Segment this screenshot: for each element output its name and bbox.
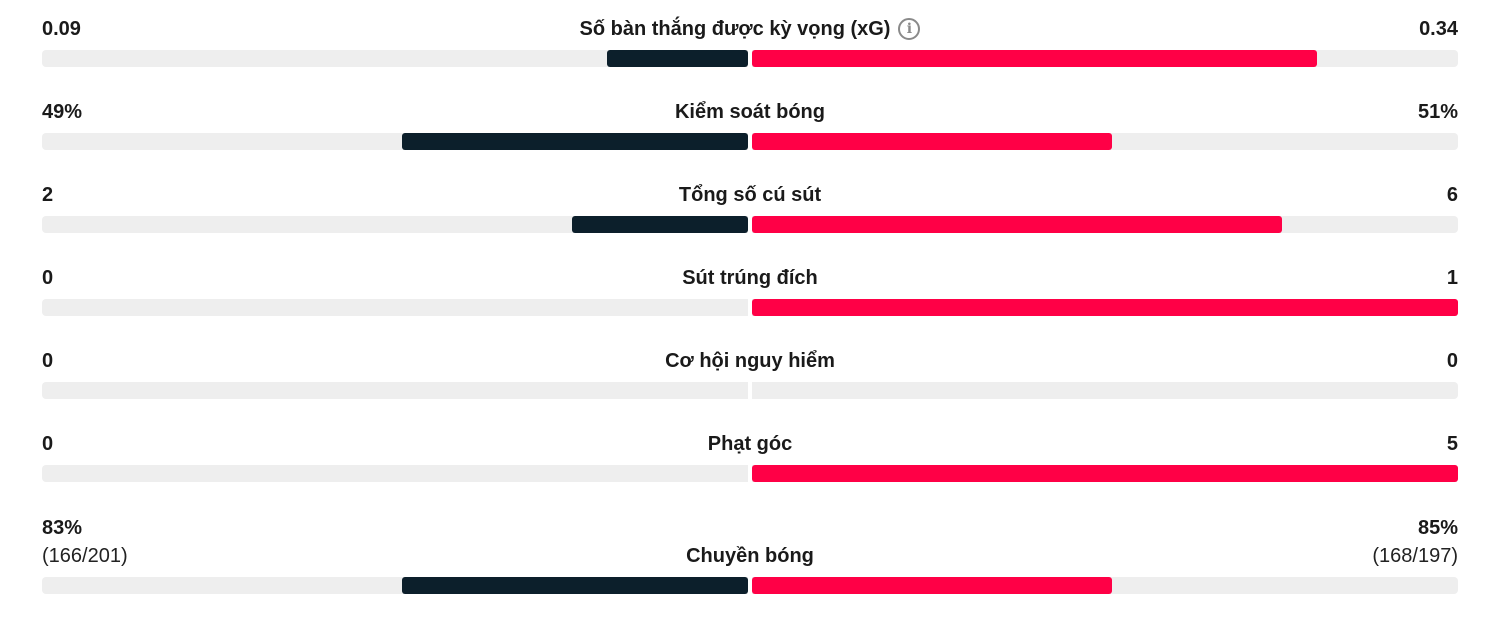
away-bar-track	[752, 50, 1458, 67]
stat-bar	[42, 299, 1458, 316]
home-value: 2	[42, 184, 54, 206]
stat-header: 0 Sút trúng đích 1	[42, 264, 1458, 292]
away-bar-fill	[752, 50, 1317, 67]
away-value: 5	[1446, 433, 1458, 455]
away-bar-track	[752, 133, 1458, 150]
stat-bar	[42, 382, 1458, 399]
home-bar-track	[42, 299, 748, 316]
stat-row-corners: 0 Phạt góc 5	[42, 430, 1458, 482]
away-bar-fill	[752, 465, 1458, 482]
home-bar-fill	[402, 133, 748, 150]
home-bar-track	[42, 50, 748, 67]
stat-bar	[42, 133, 1458, 150]
stat-label: Kiểm soát bóng	[674, 101, 825, 123]
home-bar-fill	[402, 577, 748, 594]
stat-row-big-chances: 0 Cơ hội nguy hiểm 0	[42, 347, 1458, 399]
home-value: 0.09	[42, 18, 81, 40]
stat-bar	[42, 577, 1458, 594]
stat-row-expected-goals: 0.09 Số bàn thắng được kỳ vọng (xG) i 0.…	[42, 15, 1458, 67]
away-value: 51%	[1417, 101, 1458, 123]
away-bar-track	[752, 382, 1458, 399]
away-value: 0	[1446, 350, 1458, 372]
stat-label: Tổng số cú sút	[678, 184, 822, 206]
stat-header: 0.09 Số bàn thắng được kỳ vọng (xG) i 0.…	[42, 15, 1458, 43]
away-bar-track	[752, 465, 1458, 482]
away-bar-track	[752, 577, 1458, 594]
away-bar-fill	[752, 299, 1458, 316]
stat-label: Chuyền bóng	[686, 545, 814, 567]
stat-row-passes: 83% (166/201) Chuyền bóng 85% (168/197)	[42, 514, 1458, 594]
away-value: 85%	[1417, 517, 1458, 539]
home-bar-track	[42, 577, 748, 594]
stat-label: Số bàn thắng được kỳ vọng (xG)	[579, 18, 891, 40]
home-bar-track	[42, 382, 748, 399]
stat-header: 49% Kiểm soát bóng 51%	[42, 98, 1458, 126]
away-value: 1	[1446, 267, 1458, 289]
home-bar-fill	[571, 216, 748, 233]
stat-label: Phạt góc	[707, 433, 793, 455]
stat-header: 2 Tổng số cú sút 6	[42, 181, 1458, 209]
info-circle-icon[interactable]: i	[898, 18, 921, 40]
away-value: 0.34	[1419, 18, 1458, 40]
home-value: 83%	[42, 517, 83, 539]
stat-row-total-shots: 2 Tổng số cú sút 6	[42, 181, 1458, 233]
stat-header: 83% (166/201) Chuyền bóng 85% (168/197)	[42, 514, 1458, 570]
away-bar-fill	[752, 133, 1113, 150]
home-bar-track	[42, 216, 748, 233]
stat-bar	[42, 216, 1458, 233]
home-value: 0	[42, 350, 54, 372]
home-value: 49%	[42, 101, 83, 123]
stat-bar	[42, 465, 1458, 482]
home-bar-fill	[606, 50, 748, 67]
stat-label: Cơ hội nguy hiểm	[665, 350, 835, 372]
away-bar-track	[752, 216, 1458, 233]
home-bar-track	[42, 133, 748, 150]
home-bar-track	[42, 465, 748, 482]
away-bar-fill	[752, 216, 1282, 233]
away-value: 6	[1446, 184, 1458, 206]
stat-label-container: Số bàn thắng được kỳ vọng (xG) i	[42, 15, 1458, 43]
stat-header: 0 Phạt góc 5	[42, 430, 1458, 458]
stat-row-shots-on-target: 0 Sút trúng đích 1	[42, 264, 1458, 316]
stat-header: 0 Cơ hội nguy hiểm 0	[42, 347, 1458, 375]
away-bar-track	[752, 299, 1458, 316]
away-bar-fill	[752, 577, 1113, 594]
away-detail: (168/197)	[1372, 545, 1458, 567]
home-value: 0	[42, 267, 54, 289]
stat-row-possession: 49% Kiểm soát bóng 51%	[42, 98, 1458, 150]
home-value: 0	[42, 433, 54, 455]
home-detail: (166/201)	[42, 545, 128, 567]
stat-bar	[42, 50, 1458, 67]
stat-label: Sút trúng đích	[682, 267, 818, 289]
